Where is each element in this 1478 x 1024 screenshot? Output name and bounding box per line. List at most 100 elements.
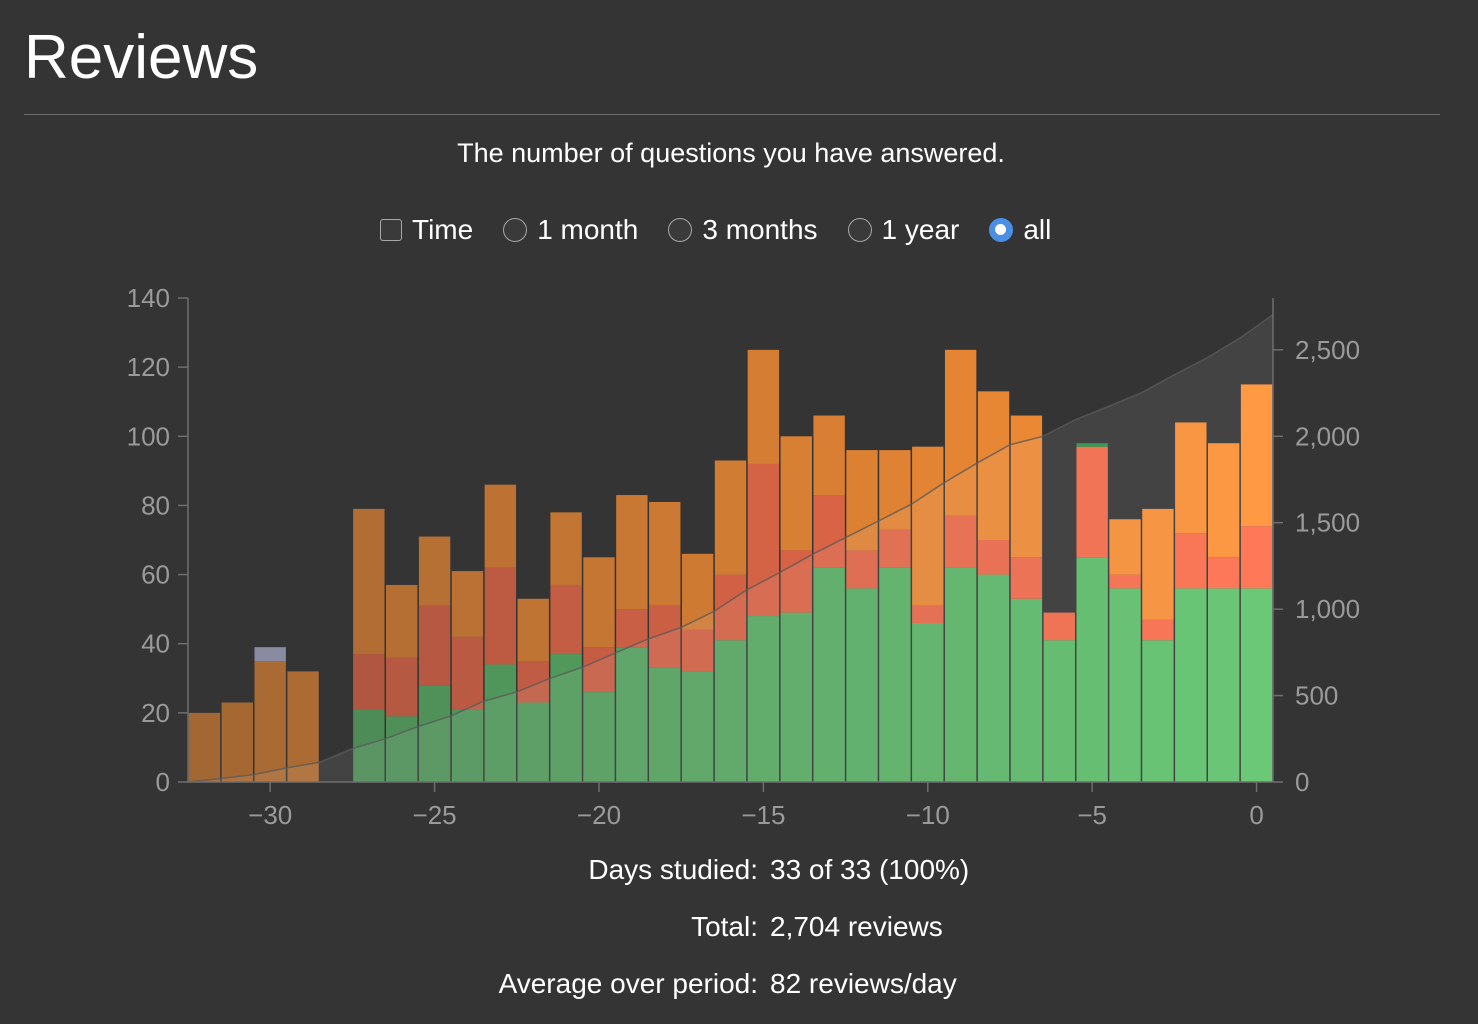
bar-segment: [418, 605, 451, 686]
range-1-year[interactable]: 1 year: [847, 214, 960, 246]
bar-segment: [418, 685, 451, 782]
bar-segment: [649, 501, 681, 606]
bar-segment: [353, 654, 385, 710]
bar-segment: [550, 654, 582, 782]
bar-segment: [386, 657, 418, 717]
bar-segment: [747, 349, 780, 464]
range-3-months[interactable]: 3 months: [668, 214, 818, 246]
bar-segment: [681, 553, 714, 630]
range-1-month-radio[interactable]: [503, 218, 528, 242]
bar-segment: [221, 702, 254, 782]
bar-segment: [583, 692, 615, 782]
y2-tick-label: 500: [1295, 681, 1338, 711]
bar-segment: [517, 661, 549, 703]
chart-subtitle: The number of questions you have answere…: [457, 138, 1005, 168]
bar-segment: [484, 567, 517, 665]
y-tick-label: 140: [127, 283, 170, 313]
stat-value: 2,704 reviews: [770, 911, 943, 942]
y-tick-label: 80: [141, 490, 170, 520]
bar-segment: [1010, 598, 1043, 782]
bar-segment: [780, 436, 812, 551]
bar-segment: [386, 716, 418, 782]
bar-segment: [944, 349, 977, 516]
bar-segment: [1076, 443, 1108, 447]
bar-segment: [912, 605, 944, 623]
title-divider: [24, 114, 1440, 115]
bar-segment: [550, 512, 582, 585]
reviews-chart: 0 20 40 60 80 100 120 140 0 500 1,000 1,500 2,000 2,5…: [127, 283, 1360, 830]
bar-segment: [484, 484, 517, 568]
bar-segment: [879, 450, 911, 530]
chart-controls: Time 1 month 3 months 1 year all: [380, 208, 1081, 252]
stat-average: Average over period: 82 reviews/day: [0, 964, 1478, 1004]
bar-segment: [254, 647, 286, 661]
bar-segment: [977, 391, 1010, 540]
bar-segment: [1076, 557, 1108, 782]
x-tick-label: 0: [1249, 800, 1263, 830]
range-all-label: all: [1023, 214, 1052, 245]
bar-segment: [1207, 557, 1240, 589]
bar-segment: [583, 647, 615, 693]
bar-segment: [1207, 443, 1240, 558]
bar-segment: [846, 450, 878, 551]
bar-segment: [1142, 508, 1174, 620]
bar-segment: [1240, 526, 1273, 589]
x-tick-label: −15: [741, 800, 785, 830]
range-all-radio[interactable]: [989, 218, 1014, 242]
bar-segment: [747, 463, 780, 617]
bar-segment: [681, 671, 714, 782]
stat-total: Total: 2,704 reviews: [0, 907, 1478, 947]
stat-value: 33 of 33 (100%): [770, 854, 970, 885]
stat-label: Total:: [691, 911, 758, 942]
bar-segment: [1240, 384, 1273, 527]
bar-segment: [1175, 533, 1207, 589]
bar-segment: [386, 584, 418, 658]
x-tick-label: −5: [1077, 800, 1107, 830]
stat-days-studied: Days studied: 33 of 33 (100%): [0, 850, 1478, 890]
range-1-month[interactable]: 1 month: [503, 214, 638, 246]
bar-segment: [616, 647, 648, 782]
cumulative-area: [188, 314, 1273, 782]
y-tick-label: 60: [141, 560, 170, 590]
x-tick-label: −30: [248, 800, 292, 830]
bar-segment: [912, 622, 944, 782]
y-tick-label: 100: [127, 421, 170, 451]
bar-segment: [879, 567, 911, 782]
bar-segment: [188, 712, 221, 782]
bar-segment: [977, 540, 1010, 575]
bar-segment: [1010, 557, 1043, 599]
time-checkbox[interactable]: [380, 219, 402, 241]
bar-segment: [747, 616, 780, 782]
y-tick-label: 40: [141, 629, 170, 659]
range-all[interactable]: all: [989, 214, 1051, 246]
time-label: Time: [412, 214, 474, 245]
bar-segment: [780, 550, 812, 613]
x-tick-label: −20: [577, 800, 621, 830]
page-title: Reviews: [24, 23, 259, 92]
bar-segment: [1076, 446, 1108, 558]
bar-segment: [977, 574, 1010, 782]
range-3-months-radio[interactable]: [668, 218, 693, 242]
bar-segment: [1240, 588, 1273, 782]
bar-segment: [1175, 422, 1207, 534]
bar-segment: [451, 636, 484, 710]
range-1-year-radio[interactable]: [847, 218, 872, 242]
bar-segment: [944, 567, 977, 782]
bar-segment: [1142, 619, 1174, 641]
bar-segment: [846, 550, 878, 589]
x-tick-label: −10: [906, 800, 950, 830]
range-3-months-label: 3 months: [702, 214, 818, 245]
cumulative-line: [187, 313, 1274, 783]
y-tick-label: 0: [156, 767, 170, 797]
time-toggle[interactable]: Time: [380, 214, 473, 246]
bar-segment: [813, 495, 845, 568]
bar-segment: [484, 664, 517, 782]
bar-segment: [517, 598, 549, 661]
bar-segment: [550, 584, 582, 655]
bar-segment: [583, 557, 615, 648]
bar-segment: [714, 640, 747, 782]
range-1-year-label: 1 year: [881, 214, 960, 245]
bar-segment: [1043, 612, 1075, 641]
bar-segment: [780, 612, 812, 782]
y-tick-label: 120: [127, 352, 170, 382]
